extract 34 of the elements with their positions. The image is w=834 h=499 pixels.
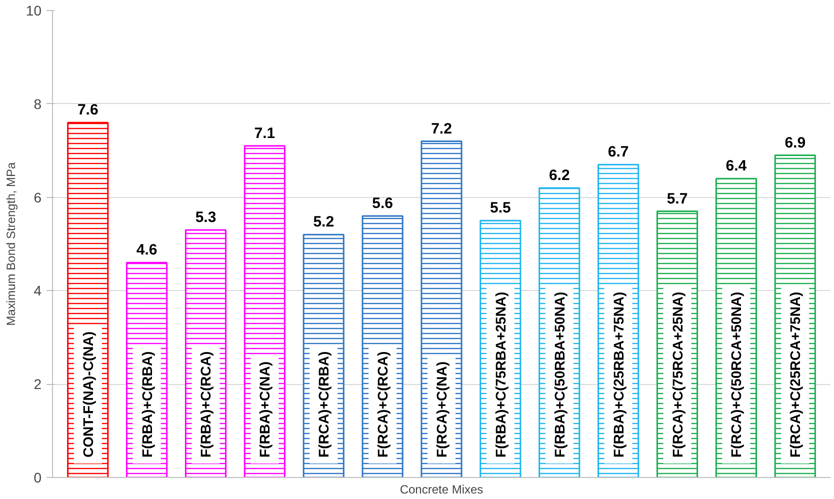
x-tick-label: F(RBA)+C(NA) (256, 361, 273, 458)
y-axis-title: Maximum Bond Strength, MPa (4, 162, 18, 326)
x-tick-label: F(RBA)+C(RBA) (138, 351, 155, 458)
x-tick-label: F(RCA)+C(75RCA+25NA) (669, 292, 686, 458)
data-label: 7.1 (254, 124, 276, 142)
y-tick-label: 2 (34, 376, 42, 392)
x-tick-label: F(RCA)+C(RCA) (374, 351, 391, 458)
data-label: 5.2 (313, 214, 334, 231)
data-label: 7.6 (77, 102, 98, 119)
y-tick-label: 4 (34, 282, 42, 299)
data-label: 5.3 (195, 208, 216, 226)
data-label: 6.4 (726, 158, 748, 175)
x-tick-label: F(RCA)+C(NA) (434, 361, 450, 458)
y-tick-label: 8 (34, 96, 42, 112)
x-tick-label: F(RBA)+C(50RBA+50NA) (551, 292, 568, 458)
x-tick-label: F(RCA)+C(50RCA+50NA) (728, 292, 744, 458)
data-label: 7.2 (431, 120, 452, 138)
x-tick-label: F(RCA)+C(RBA) (316, 351, 332, 458)
data-label: 6.7 (608, 144, 629, 161)
data-label: 5.6 (372, 194, 393, 212)
data-label: 6.9 (784, 134, 806, 152)
x-tick-label: F(RCA)+C(25RCA+75NA) (787, 292, 804, 458)
x-tick-label: F(RBA)+C(25RBA+75NA) (610, 292, 626, 458)
x-tick-label: F(RBA)+C(RCA) (198, 351, 214, 458)
data-label: 6.2 (548, 166, 570, 184)
data-label: 4.6 (136, 242, 158, 259)
x-axis-title: Concrete Mixes (400, 482, 484, 496)
x-tick-label: CONT-F(NA)-C(NA) (80, 332, 96, 458)
y-tick-label: 6 (34, 189, 42, 206)
y-tick-label: 10 (26, 2, 42, 18)
data-label: 5.7 (666, 190, 688, 208)
x-tick-label: F(RBA)+C(75RBA+25NA) (492, 292, 508, 458)
y-tick-label: 0 (34, 470, 42, 486)
data-label: 5.5 (490, 200, 511, 217)
